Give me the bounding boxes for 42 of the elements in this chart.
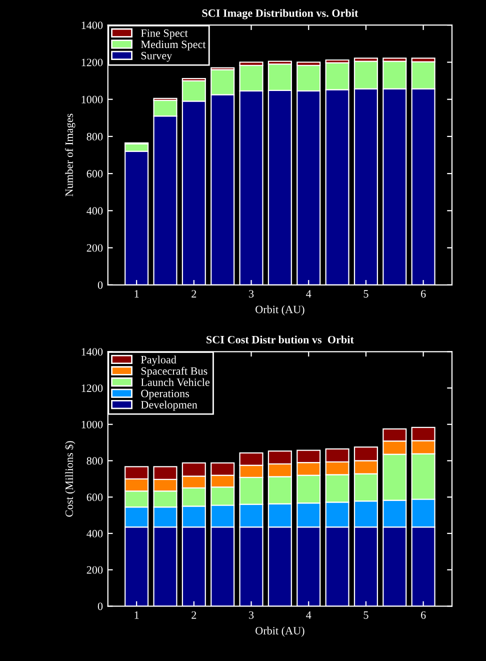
x-axis-title: Orbit (AU): [256, 305, 304, 316]
legend-label: Payload: [140, 356, 176, 366]
x-tick-label: 6: [421, 611, 426, 619]
y-tick-label: 1000: [82, 420, 103, 428]
y-tick-label: 800: [86, 132, 103, 140]
chart-title: SCI Cost Distr bution vs Orbit: [206, 336, 354, 344]
y-tick-label: 600: [86, 494, 103, 502]
x-tick-label: 1: [134, 611, 139, 619]
x-tick-label: 5: [364, 290, 368, 298]
x-tick-label: 4: [306, 290, 312, 298]
y-tick-label: 0: [98, 602, 103, 610]
legend-label: Fine Spect: [140, 29, 188, 40]
y-tick-label: 400: [86, 530, 103, 538]
y-tick-label: 800: [86, 457, 103, 465]
y-tick-label: 1400: [82, 22, 103, 30]
y-tick-label: 0: [98, 281, 103, 289]
y-axis-title: Number of Images: [65, 114, 76, 196]
y-tick-label: 400: [86, 207, 103, 215]
x-tick-label: 3: [249, 290, 254, 298]
y-tick-label: 1000: [82, 96, 103, 104]
chart-title: SCI Image Distribution vs. Orbit: [202, 9, 358, 20]
x-tick-label: 4: [306, 611, 312, 619]
legend-label: Developmen: [140, 400, 198, 411]
x-tick-label: 3: [249, 611, 254, 619]
y-tick-label: 200: [86, 566, 103, 574]
x-axis-title: Orbit (AU): [256, 626, 304, 637]
x-tick-label: 5: [364, 611, 368, 619]
x-tick-label: 6: [421, 290, 426, 298]
legend-label: Medium Spect: [140, 40, 206, 50]
x-tick-label: 1: [134, 290, 139, 298]
legend-label: Operations: [141, 390, 190, 400]
y-tick-label: 600: [86, 170, 103, 178]
y-tick-label: 200: [86, 244, 103, 252]
legend-label: Launch Vehicle: [140, 378, 210, 386]
legend-label: Spacecraft Bus: [141, 366, 208, 378]
x-tick-label: 2: [192, 290, 196, 298]
y-tick-label: 1200: [82, 58, 103, 66]
legend-label: Survey: [141, 52, 172, 62]
y-axis-title: Cost (Millions $): [64, 441, 76, 517]
y-tick-label: 1200: [82, 384, 103, 392]
x-tick-label: 2: [192, 611, 196, 619]
y-tick-label: 1400: [82, 348, 103, 356]
